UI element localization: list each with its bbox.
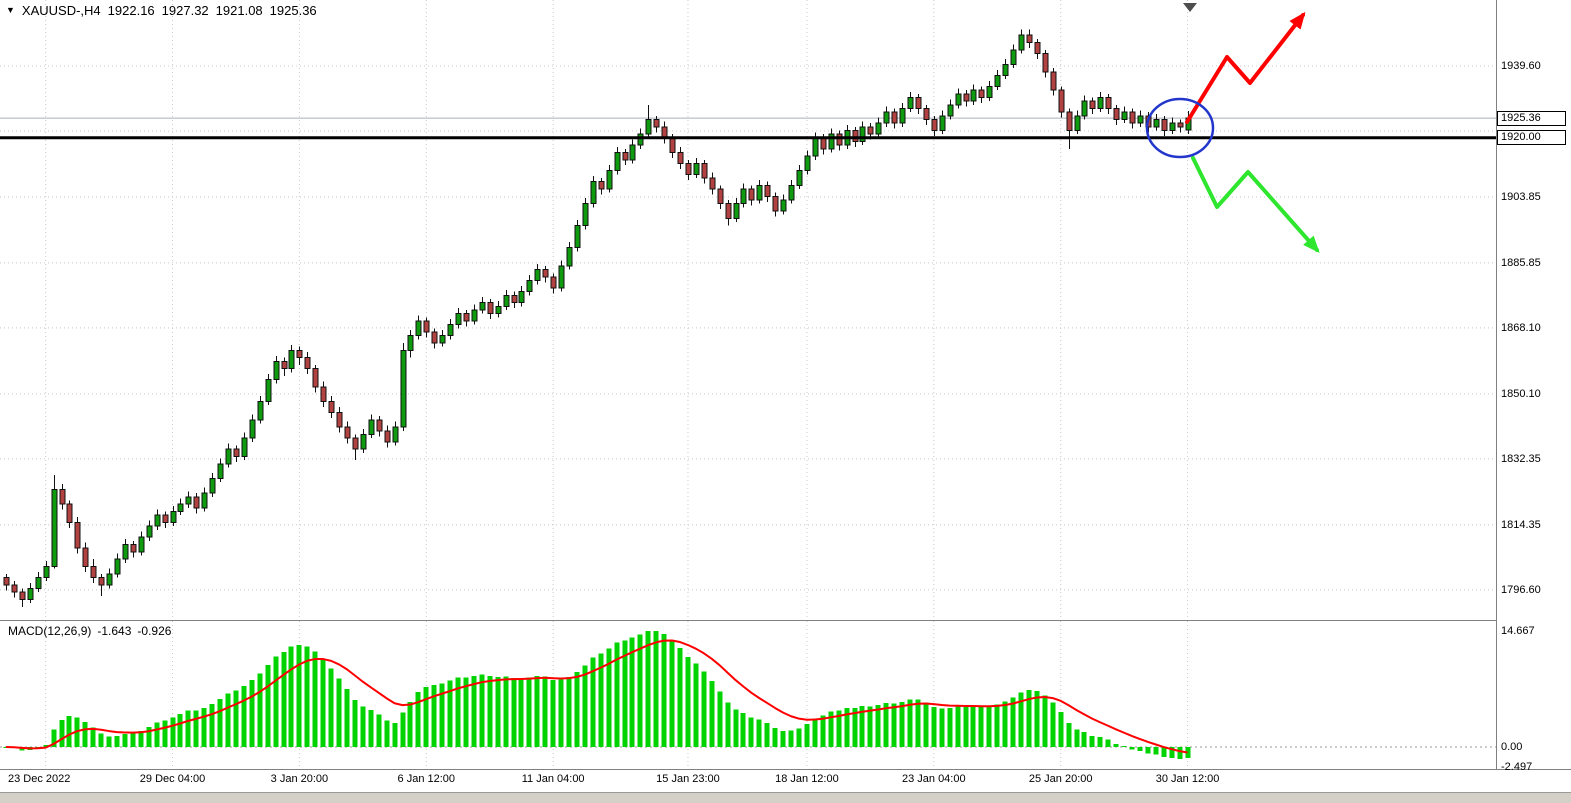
time-axis[interactable]: 23 Dec 2022 29 Dec 04:00 3 Jan 20:00 6 Jan …: [0, 770, 1571, 792]
window-bottom-strip: [0, 792, 1571, 803]
hline-price-box: 1920.00: [1497, 130, 1566, 146]
macd-main-value: -1.643: [97, 624, 132, 638]
price-axis-label: 1885.85: [1501, 256, 1541, 269]
time-axis-label: 30 Jan 12:00: [1155, 773, 1220, 785]
time-axis-label: 11 Jan 04:00: [521, 773, 585, 785]
price-axis-label: 1850.10: [1501, 387, 1541, 400]
ohlc-high: 1927.32: [161, 3, 209, 18]
ohlc-open: 1922.16: [107, 3, 155, 18]
time-axis-label: 23 Jan 04:00: [901, 773, 966, 785]
price-axis-label: 1832.35: [1501, 452, 1541, 465]
time-axis-label: 25 Jan 20:00: [1028, 773, 1093, 785]
macd-signal-line: [5, 639, 1188, 754]
macd-axis-max-label: 14.667: [1501, 625, 1535, 637]
macd-axis-zero-label: 0.00: [1501, 741, 1523, 753]
time-axis-label: 3 Jan 20:00: [270, 773, 329, 785]
main-chart-svg[interactable]: [0, 0, 1496, 620]
macd-header: MACD(12,26,9) -1.643 -0.926: [8, 624, 171, 638]
time-axis-label: 6 Jan 12:00: [397, 773, 456, 785]
price-axis-separator: [1496, 0, 1497, 770]
macd-signal-value: -0.926: [137, 624, 172, 638]
indicator-pane-separator[interactable]: [0, 620, 1571, 621]
price-axis-label: 1868.10: [1501, 321, 1541, 334]
time-axis-separator: [0, 769, 1571, 770]
ohlc-low: 1921.08: [215, 3, 263, 18]
price-axis-label: 1903.85: [1501, 190, 1541, 203]
bullish-trend-arrow[interactable]: [1185, 11, 1306, 124]
price-axis-label: 1814.35: [1501, 518, 1541, 531]
time-axis-label: 29 Dec 04:00: [139, 773, 206, 785]
symbol-collapse-icon[interactable]: ▼: [6, 5, 15, 15]
ohlc-close: 1925.36: [269, 3, 317, 18]
time-axis-label: 23 Dec 2022: [8, 773, 71, 785]
time-axis-label: 15 Jan 23:00: [656, 773, 720, 785]
symbol-ohlc-header: ▼ XAUUSD-,H4 1922.16 1927.32 1921.08 192…: [6, 3, 317, 18]
price-axis-label: 1796.60: [1501, 583, 1541, 596]
bearish-trend-arrow[interactable]: [1191, 156, 1320, 253]
time-axis-label: 18 Jan 12:00: [775, 773, 839, 785]
highlight-circle[interactable]: [1145, 97, 1215, 159]
macd-indicator-svg[interactable]: [0, 621, 1496, 769]
macd-histogram-layer: [3, 631, 1191, 759]
grid-layer: [0, 0, 1496, 620]
price-axis-label: 1939.60: [1501, 59, 1541, 72]
chart-shift-marker-icon[interactable]: [1183, 3, 1197, 12]
macd-title: MACD(12,26,9): [8, 624, 92, 638]
candlestick-layer: [3, 29, 1192, 607]
bid-price-box: 1925.36: [1497, 110, 1566, 126]
symbol-period-label: XAUUSD-,H4: [21, 3, 101, 18]
price-axis[interactable]: 1939.60 1903.85 1885.85 1868.10 1850.10 1832.…: [1497, 0, 1571, 773]
